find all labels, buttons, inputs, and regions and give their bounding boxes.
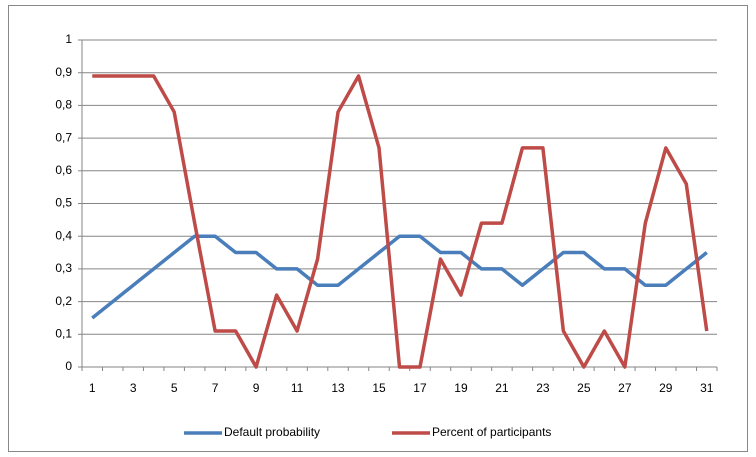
chart-border [8, 5, 748, 452]
x-tick-label: 19 [454, 381, 468, 395]
legend-label: Percent of participants [432, 425, 551, 439]
y-tick-label: 0,7 [55, 130, 72, 144]
x-tick-label: 31 [700, 381, 714, 395]
y-tick-label: 0,2 [55, 294, 72, 308]
x-tick-label: 1 [89, 381, 96, 395]
x-tick-label: 23 [536, 381, 550, 395]
y-tick-label: 0,9 [55, 65, 72, 79]
line-series [92, 74, 709, 369]
x-tick-label: 13 [331, 381, 345, 395]
x-tick-label: 15 [372, 381, 386, 395]
x-tick-label: 7 [212, 381, 219, 395]
legend-label: Default probability [224, 425, 320, 439]
x-tick-label: 27 [618, 381, 632, 395]
y-tick-label: 0 [65, 359, 72, 373]
y-tick-label: 0,5 [55, 196, 72, 210]
x-tick-label: 5 [171, 381, 178, 395]
y-tick-label: 0,6 [55, 163, 72, 177]
x-tick-label: 21 [495, 381, 509, 395]
x-tick-label: 17 [413, 381, 427, 395]
x-tick-label: 3 [130, 381, 137, 395]
y-tick-label: 0,3 [55, 261, 72, 275]
y-tick-label: 0,1 [55, 326, 72, 340]
y-tick-label: 1 [65, 32, 72, 46]
y-tick-label: 0,8 [55, 98, 72, 112]
y-tick-label: 0,4 [55, 228, 72, 242]
x-tick-label: 25 [577, 381, 591, 395]
x-tick-label: 29 [659, 381, 673, 395]
line-series [91, 234, 708, 320]
x-tick-label: 11 [291, 381, 304, 395]
x-tick-label: 9 [253, 381, 260, 395]
